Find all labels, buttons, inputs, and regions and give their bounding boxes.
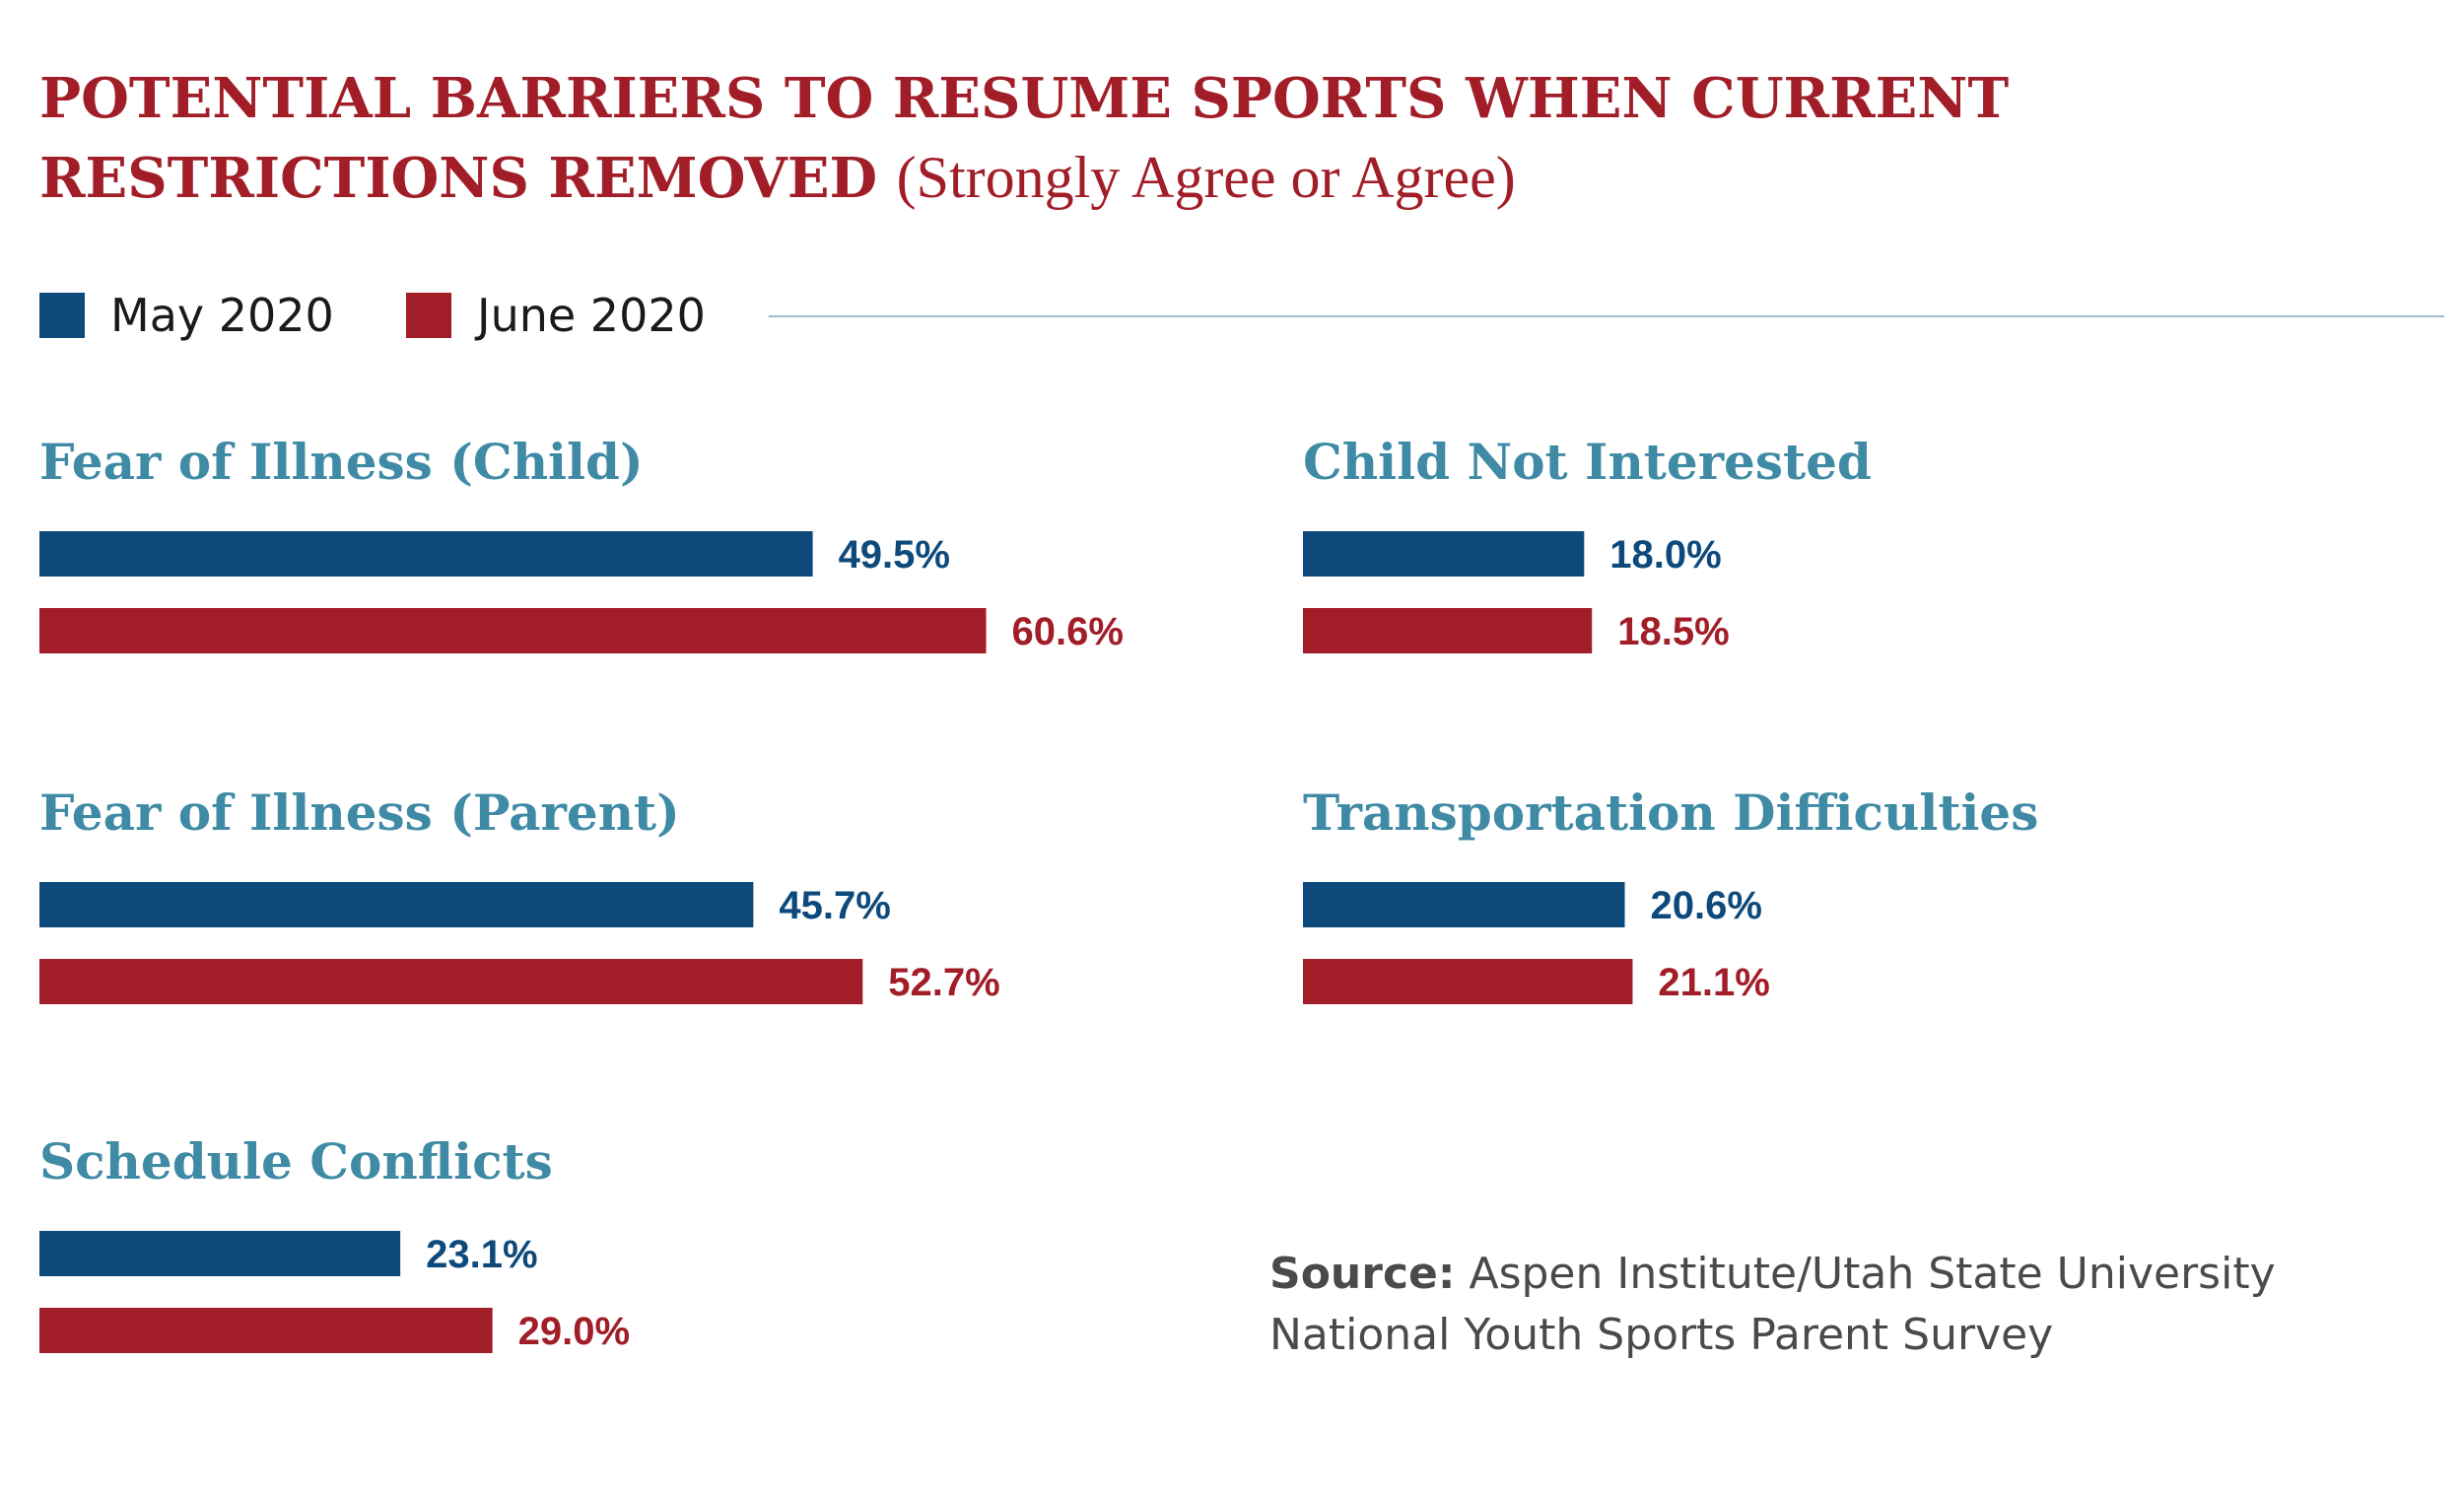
- panel-title-schedule-conflicts: Schedule Conflicts: [39, 1132, 553, 1191]
- data-label-transportation-difficulties-june: 21.1%: [1658, 961, 1769, 1004]
- data-label-transportation-difficulties-may: 20.6%: [1651, 884, 1762, 927]
- bar-child-not-interested-may: [1303, 531, 1585, 577]
- data-label-fear-of-illness-parent-may: 45.7%: [779, 884, 890, 927]
- data-label-fear-of-illness-parent-june: 52.7%: [888, 961, 999, 1004]
- panel-title-child-not-interested: Child Not Interested: [1303, 433, 1872, 491]
- legend-swatch-may: [39, 293, 85, 338]
- chart-title: POTENTIAL BARRIERS TO RESUME SPORTS WHEN…: [39, 59, 2425, 218]
- legend-item-may: May 2020: [39, 286, 334, 345]
- bar-schedule-conflicts-june: [39, 1308, 493, 1353]
- data-label-child-not-interested-june: 18.5%: [1617, 610, 1729, 653]
- panel-transportation-difficulties: Transportation Difficulties 20.6% 21.1%: [1303, 783, 2038, 1004]
- chart-title-main: POTENTIAL BARRIERS TO RESUME SPORTS WHEN…: [39, 66, 2010, 211]
- panel-fear-of-illness-child: Fear of Illness (Child) 49.5% 60.6%: [39, 433, 1124, 653]
- data-label-fear-of-illness-child-may: 49.5%: [839, 533, 950, 577]
- bar-fear-of-illness-child-june: [39, 608, 987, 653]
- bar-fear-of-illness-parent-may: [39, 882, 754, 927]
- chart-title-qualifier: (Strongly Agree or Agree): [896, 145, 1516, 210]
- data-label-schedule-conflicts-may: 23.1%: [426, 1233, 537, 1276]
- data-label-child-not-interested-may: 18.0%: [1609, 533, 1721, 577]
- panel-child-not-interested: Child Not Interested 18.0% 18.5%: [1303, 433, 1872, 653]
- bar-fear-of-illness-parent-june: [39, 959, 863, 1004]
- panel-title-transportation-difficulties: Transportation Difficulties: [1303, 783, 2038, 842]
- panel-title-fear-of-illness-child: Fear of Illness (Child): [39, 433, 644, 491]
- legend-label-june: June 2020: [477, 289, 706, 342]
- source-text: Aspen Institute/Utah State University Na…: [1269, 1249, 2276, 1360]
- bar-schedule-conflicts-may: [39, 1231, 401, 1276]
- legend: May 2020 June 2020: [39, 286, 2444, 345]
- panel-schedule-conflicts: Schedule Conflicts 23.1% 29.0%: [39, 1132, 630, 1353]
- bar-transportation-difficulties-june: [1303, 959, 1633, 1004]
- legend-item-june: June 2020: [406, 286, 706, 345]
- data-label-fear-of-illness-child-june: 60.6%: [1012, 610, 1124, 653]
- legend-label-may: May 2020: [110, 289, 334, 342]
- panel-title-fear-of-illness-parent: Fear of Illness (Parent): [39, 783, 680, 842]
- source-label: Source:: [1269, 1249, 1456, 1299]
- bar-fear-of-illness-child-may: [39, 531, 813, 577]
- panel-fear-of-illness-parent: Fear of Illness (Parent) 45.7% 52.7%: [39, 783, 1000, 1004]
- bar-transportation-difficulties-may: [1303, 882, 1625, 927]
- bar-child-not-interested-june: [1303, 608, 1593, 653]
- data-label-schedule-conflicts-june: 29.0%: [518, 1310, 630, 1353]
- legend-swatch-june: [406, 293, 451, 338]
- legend-divider: [769, 315, 2444, 317]
- source-note: Source: Aspen Institute/Utah State Unive…: [1269, 1244, 2413, 1366]
